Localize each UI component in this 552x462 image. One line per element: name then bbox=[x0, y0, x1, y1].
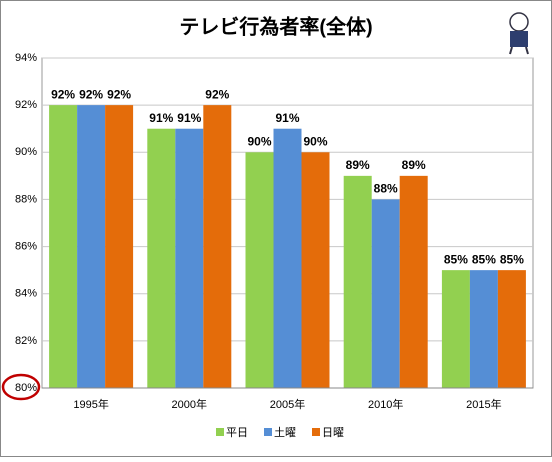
y-tick-label: 88% bbox=[15, 193, 37, 205]
legend-swatch bbox=[264, 428, 272, 436]
x-tick-label: 1995年 bbox=[73, 397, 108, 411]
value-label: 85% bbox=[472, 252, 496, 266]
mascot-icon bbox=[509, 12, 529, 55]
bar bbox=[175, 128, 204, 388]
bar bbox=[245, 152, 274, 388]
legend-label: 土曜 bbox=[274, 426, 296, 439]
value-label: 91% bbox=[177, 111, 201, 125]
chart-title: テレビ行為者率(全体) bbox=[179, 14, 372, 38]
bar bbox=[469, 270, 498, 388]
bar bbox=[343, 175, 372, 388]
x-tick-label: 2000年 bbox=[172, 397, 207, 411]
x-tick-label: 2010年 bbox=[368, 397, 403, 411]
y-tick-label: 82% bbox=[15, 335, 37, 347]
value-label: 92% bbox=[79, 87, 103, 101]
value-label: 90% bbox=[303, 134, 327, 148]
bar bbox=[203, 105, 232, 389]
y-tick-label: 80% bbox=[15, 382, 37, 394]
y-tick-label: 86% bbox=[15, 240, 37, 252]
value-label: 92% bbox=[205, 87, 229, 101]
value-label: 85% bbox=[444, 252, 468, 266]
bar bbox=[301, 152, 330, 388]
y-tick-label: 90% bbox=[15, 146, 37, 158]
bar bbox=[147, 128, 176, 388]
bar bbox=[105, 105, 134, 389]
value-label: 89% bbox=[402, 158, 426, 172]
bar bbox=[497, 270, 526, 388]
bar bbox=[441, 270, 470, 388]
value-label: 89% bbox=[346, 158, 370, 172]
y-tick-label: 84% bbox=[15, 288, 37, 300]
value-label: 90% bbox=[247, 134, 271, 148]
x-tick-label: 2015年 bbox=[466, 397, 501, 411]
legend-label: 平日 bbox=[226, 427, 248, 439]
bar bbox=[49, 105, 78, 389]
x-tick-label: 2005年 bbox=[270, 397, 305, 411]
legend-swatch bbox=[216, 428, 224, 436]
bar bbox=[273, 128, 302, 388]
value-label: 88% bbox=[374, 182, 398, 196]
highlight-circle bbox=[1, 373, 41, 401]
legend-label: 日曜 bbox=[322, 426, 344, 439]
bar bbox=[371, 199, 400, 388]
value-label: 92% bbox=[107, 87, 131, 101]
value-label: 91% bbox=[149, 111, 173, 125]
bar bbox=[399, 175, 428, 388]
bar bbox=[77, 105, 106, 389]
value-label: 92% bbox=[51, 87, 75, 101]
value-label: 91% bbox=[275, 111, 299, 125]
y-tick-label: 92% bbox=[15, 99, 37, 111]
y-tick-label: 94% bbox=[15, 52, 37, 64]
legend-swatch bbox=[312, 428, 320, 436]
value-label: 85% bbox=[500, 252, 524, 266]
